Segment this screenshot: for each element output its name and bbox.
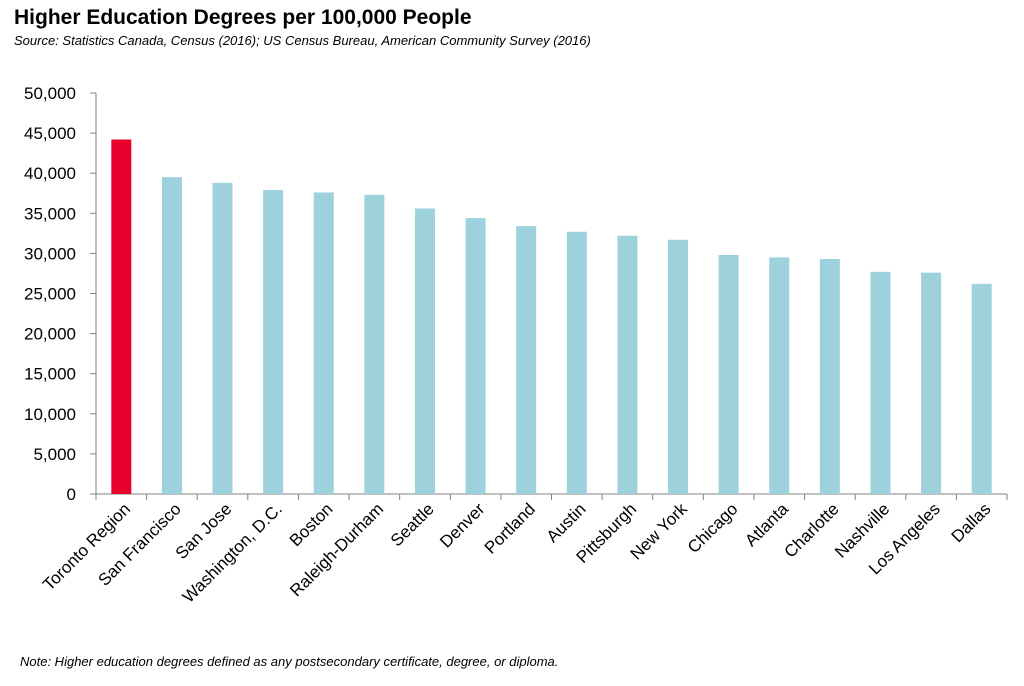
y-tick-label: 20,000 bbox=[24, 325, 76, 344]
x-tick-label: Chicago bbox=[684, 499, 742, 557]
bar bbox=[971, 283, 992, 494]
bar bbox=[668, 239, 689, 494]
bar bbox=[263, 190, 284, 495]
x-tick-label: Seattle bbox=[387, 499, 438, 550]
x-tick-label: Austin bbox=[543, 499, 590, 546]
bar bbox=[161, 177, 182, 494]
chart-note: Note: Higher education degrees defined a… bbox=[20, 654, 559, 669]
bar bbox=[111, 139, 132, 495]
y-tick-label: 10,000 bbox=[24, 405, 76, 424]
y-tick-label: 0 bbox=[67, 485, 76, 504]
bar bbox=[769, 257, 790, 494]
bar bbox=[212, 182, 233, 494]
bar bbox=[921, 272, 942, 494]
x-tick-label: Boston bbox=[286, 499, 337, 550]
bar bbox=[313, 192, 334, 494]
y-tick-label: 40,000 bbox=[24, 164, 76, 183]
bar bbox=[819, 259, 840, 494]
y-tick-label: 5,000 bbox=[33, 445, 76, 464]
bar-chart: 0 5,000 10,000 15,000 20,000 25,000 30,000 35,0… bbox=[24, 84, 1008, 607]
x-tick-label: Raleigh-Durham bbox=[286, 499, 387, 600]
bar bbox=[718, 255, 739, 494]
bar bbox=[516, 226, 537, 494]
y-tick-label: 15,000 bbox=[24, 365, 76, 384]
bar bbox=[617, 235, 638, 495]
bar bbox=[414, 208, 435, 494]
x-tick-label: Portland bbox=[481, 499, 539, 557]
bar bbox=[364, 194, 385, 494]
x-tick-label: New York bbox=[627, 499, 692, 564]
bar bbox=[566, 231, 587, 494]
y-tick-label: 25,000 bbox=[24, 285, 76, 304]
x-tick-label: Dallas bbox=[948, 499, 995, 546]
x-tick-label: Charlotte bbox=[780, 499, 842, 561]
chart-title: Higher Education Degrees per 100,000 Peo… bbox=[14, 6, 472, 29]
y-tick-label: 35,000 bbox=[24, 204, 76, 223]
y-tick-label: 45,000 bbox=[24, 124, 76, 143]
y-tick-label: 30,000 bbox=[24, 244, 76, 263]
chart-source: Source: Statistics Canada, Census (2016)… bbox=[14, 33, 591, 48]
x-tick-label: Toronto Region bbox=[39, 499, 134, 594]
bar bbox=[465, 218, 486, 494]
y-tick-label: 50,000 bbox=[24, 84, 76, 103]
bar bbox=[870, 271, 891, 494]
